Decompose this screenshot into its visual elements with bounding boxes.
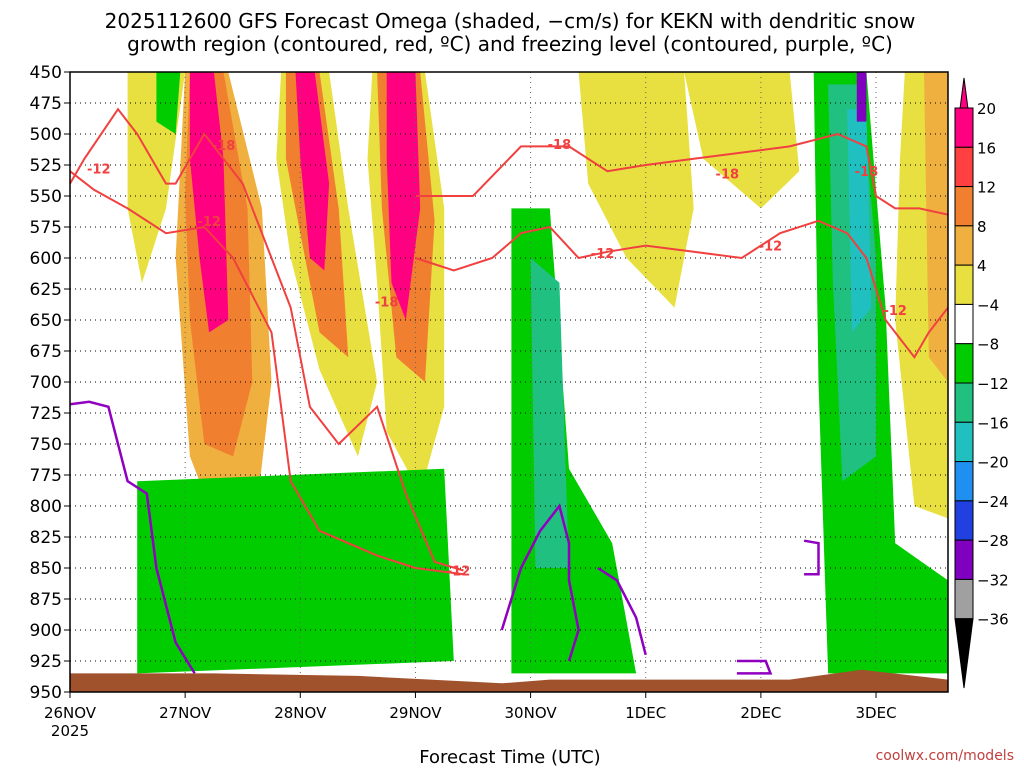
y-tick-label-14: 800 — [30, 497, 62, 517]
contour-label-9: -18 — [855, 165, 879, 180]
freezing-level-contour-0 — [70, 400, 196, 675]
x-axis-label: Forecast Time (UTC) — [419, 747, 600, 768]
colorbar-swatch-3 — [954, 225, 974, 266]
y-tick-label-7: 625 — [30, 280, 62, 300]
omega-shade-21 — [856, 72, 867, 122]
contour-label-5: -18 — [548, 138, 572, 153]
chart-title-line2: growth region (contoured, red, ºC) and f… — [127, 32, 893, 56]
contour-label-7: -18 — [716, 168, 740, 183]
x-tick-label-2: 28NOV — [274, 704, 327, 722]
colorbar-label-2: 12 — [977, 179, 996, 197]
y-tick-label-11: 725 — [30, 404, 62, 424]
y-tick-label-12: 750 — [30, 435, 62, 455]
y-tick-label-1: 475 — [30, 94, 62, 114]
colorbar-swatch-11 — [954, 539, 974, 580]
y-tick-label-15: 825 — [30, 528, 62, 548]
colorbar-swatch-2 — [954, 186, 974, 227]
x-tick-label-6: 2DEC — [740, 704, 781, 722]
colorbar-swatch-5 — [954, 303, 974, 345]
freezing-level-contour-1 — [500, 503, 580, 662]
colorbar-swatch-7 — [954, 382, 974, 423]
contour-label-0: -12 — [87, 163, 111, 178]
freezing-level-contour-2 — [597, 566, 647, 656]
colorbar-label-13: −36 — [977, 611, 1009, 629]
colorbar-label-0: 20 — [977, 100, 996, 118]
colorbar-swatch-1 — [954, 146, 974, 188]
chart-title-line1: 2025112600 GFS Forecast Omega (shaded, −… — [105, 9, 916, 33]
colorbar-label-5: −4 — [977, 296, 999, 314]
colorbar-label-8: −16 — [977, 414, 1009, 432]
y-tick-label-4: 550 — [30, 187, 62, 207]
omega-shade-22 — [156, 72, 181, 134]
dgz-contour-1 — [70, 170, 464, 576]
x-tick-label-7: 3DEC — [856, 704, 897, 722]
colorbar-label-7: −12 — [977, 375, 1009, 393]
y-tick-label-18: 900 — [30, 621, 62, 641]
y-tick-label-6: 600 — [30, 249, 62, 269]
contour-label-2: -12 — [197, 215, 221, 230]
colorbar-swatch-10 — [954, 500, 974, 541]
x-tick-sublabel-0: 2025 — [51, 722, 89, 740]
freezing-level-contour-4 — [803, 539, 820, 576]
contour-label-4: -12 — [447, 564, 471, 579]
colorbar-arrow-bottom — [954, 618, 974, 689]
y-tick-label-19: 925 — [30, 652, 62, 672]
omega-shade-5 — [295, 72, 330, 271]
contour-label-10: -12 — [883, 304, 907, 319]
dgz-contour-2 — [415, 132, 948, 216]
colorbar-label-10: −24 — [977, 493, 1009, 511]
y-tick-label-17: 875 — [30, 590, 62, 610]
colorbar-label-12: −32 — [977, 571, 1009, 589]
x-tick-label-4: 30NOV — [505, 704, 558, 722]
x-tick-label-0: 26NOV — [44, 704, 97, 722]
colorbar-label-6: −8 — [977, 336, 999, 354]
colorbar-swatch-4 — [954, 264, 974, 305]
y-tick-label-16: 850 — [30, 559, 62, 579]
omega-shade-15 — [137, 468, 454, 674]
colorbar-label-4: 4 — [977, 257, 987, 275]
y-tick-label-8: 650 — [30, 311, 62, 331]
omega-shade-17 — [530, 258, 569, 568]
y-tick-label-0: 450 — [30, 63, 62, 83]
contour-label-1: -18 — [212, 139, 236, 154]
y-tick-label-2: 500 — [30, 125, 62, 145]
colorbar-swatch-8 — [954, 421, 974, 463]
x-tick-label-5: 1DEC — [625, 704, 666, 722]
colorbar-label-1: 16 — [977, 139, 996, 157]
y-tick-label-3: 525 — [30, 156, 62, 176]
dgz-contour-3 — [415, 219, 948, 359]
y-tick-label-10: 700 — [30, 373, 62, 393]
colorbar-swatch-12 — [954, 578, 974, 620]
colorbar-swatch-9 — [954, 461, 974, 502]
colorbar-label-9: −20 — [977, 454, 1009, 472]
contour-label-8: -12 — [759, 240, 783, 255]
colorbar-swatch-0 — [954, 107, 974, 148]
colorbar-label-3: 8 — [977, 218, 987, 236]
dgz-contour-0 — [70, 107, 464, 572]
y-tick-label-9: 675 — [30, 342, 62, 362]
y-tick-label-13: 775 — [30, 466, 62, 486]
terrain-fill — [70, 669, 948, 692]
colorbar-label-11: −28 — [977, 532, 1009, 550]
y-tick-label-20: 950 — [30, 683, 62, 703]
omega-shade-11 — [684, 72, 800, 209]
x-tick-label-1: 27NOV — [159, 704, 212, 722]
contour-label-3: -18 — [375, 295, 399, 310]
credit-label: coolwx.com/models — [876, 748, 1014, 764]
y-tick-label-5: 575 — [30, 218, 62, 238]
freezing-level-contour-3 — [736, 659, 773, 675]
omega-shade-2 — [189, 72, 229, 333]
plot-area: -12 -18 -12 -18 -12 -18 -12 -18 -12 -18 -12 — [70, 72, 948, 692]
contour-label-6: -12 — [591, 247, 615, 262]
colorbar-swatch-6 — [954, 343, 974, 384]
x-tick-label-3: 29NOV — [389, 704, 442, 722]
